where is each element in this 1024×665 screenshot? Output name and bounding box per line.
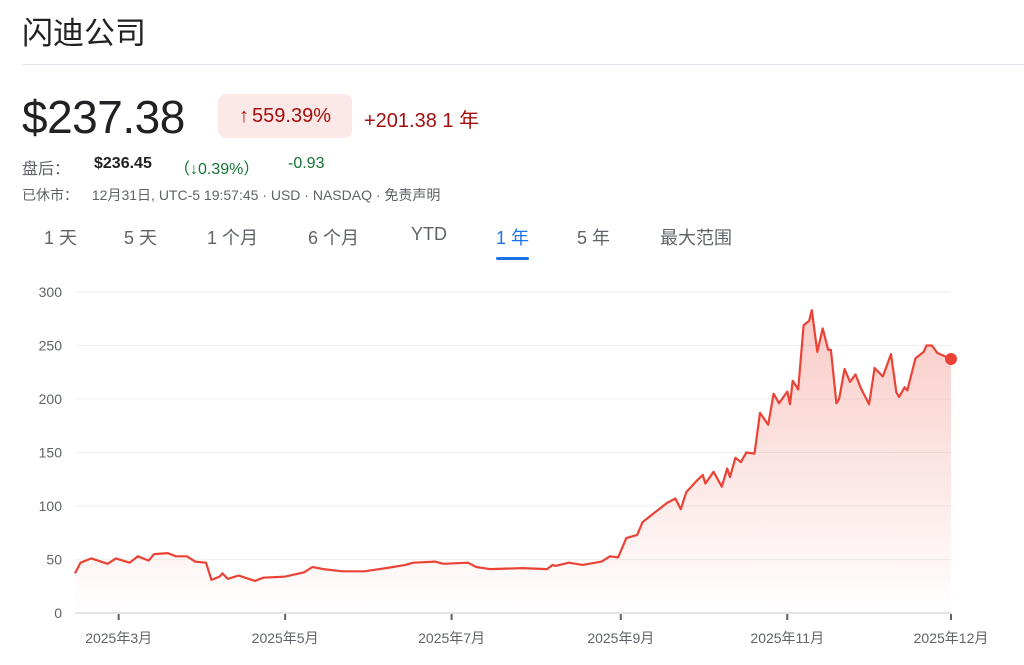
tab-5-day[interactable]: 5 天	[124, 228, 158, 248]
tab-1-year[interactable]: 1 年	[496, 224, 530, 260]
change-period: 1 年	[442, 110, 480, 132]
x-tick-label: 2025年9月	[587, 630, 654, 646]
after-hours-percent: （↓0.39%）	[174, 161, 260, 178]
y-tick-label: 200	[39, 391, 63, 407]
x-tick-label: 2025年7月	[418, 630, 485, 646]
current-price-dot	[945, 353, 957, 366]
x-tick-label: 2025年12月	[914, 630, 989, 646]
y-axis-labels: 0 50 100 150 200 250 300	[39, 284, 63, 621]
change-amount: +201.38	[364, 110, 437, 132]
y-tick-label: 250	[39, 338, 63, 354]
y-tick-label: 100	[39, 498, 63, 514]
change-percent-badge: ↑ 559.39%	[218, 94, 352, 138]
change-percent: 559.39%	[252, 104, 331, 127]
divider	[22, 64, 1024, 65]
tab-1-month[interactable]: 1 个月	[207, 228, 259, 248]
x-tick-label: 2025年5月	[252, 630, 319, 646]
tab-ytd[interactable]: YTD	[411, 224, 447, 244]
x-axis-ticks: 2025年3月 2025年5月 2025年7月 2025年9月 2025年11月 2025…	[85, 614, 988, 646]
after-hours-price: $236.45	[94, 155, 152, 172]
market-status-time: 12月31日, UTC-5 19:57:45 · USD · NASDAQ · …	[91, 187, 441, 203]
y-tick-label: 0	[54, 605, 62, 621]
change-value: +201.38 1 年	[364, 104, 479, 133]
price-line	[74, 309, 952, 582]
after-hours-label: 盘后：	[22, 161, 71, 178]
current-price: $237.38	[22, 91, 185, 143]
tab-1-day[interactable]: 1 天	[44, 228, 78, 248]
y-tick-label: 50	[46, 552, 62, 568]
tab-max[interactable]: 最大范围	[660, 228, 732, 248]
market-status: 已休市： 12月31日, UTC-5 19:57:45 · USD · NASD…	[22, 185, 450, 205]
tab-6-month[interactable]: 6 个月	[308, 228, 360, 248]
market-status-label: 已休市：	[22, 187, 78, 203]
x-tick-label: 2025年11月	[750, 630, 824, 646]
tab-5-year[interactable]: 5 年	[577, 228, 611, 248]
price-area	[75, 310, 951, 613]
x-tick-label: 2025年3月	[85, 630, 152, 646]
after-hours-change: -0.93	[288, 155, 325, 172]
price-chart[interactable]: 0 50 100 150 200 250 300 2025年3月 2025年5月 2025年7月…	[0, 270, 1024, 665]
page-title: 闪迪公司	[22, 16, 146, 51]
y-tick-label: 150	[39, 445, 63, 461]
arrow-up-icon: ↑	[239, 104, 250, 127]
y-tick-label: 300	[39, 284, 63, 300]
